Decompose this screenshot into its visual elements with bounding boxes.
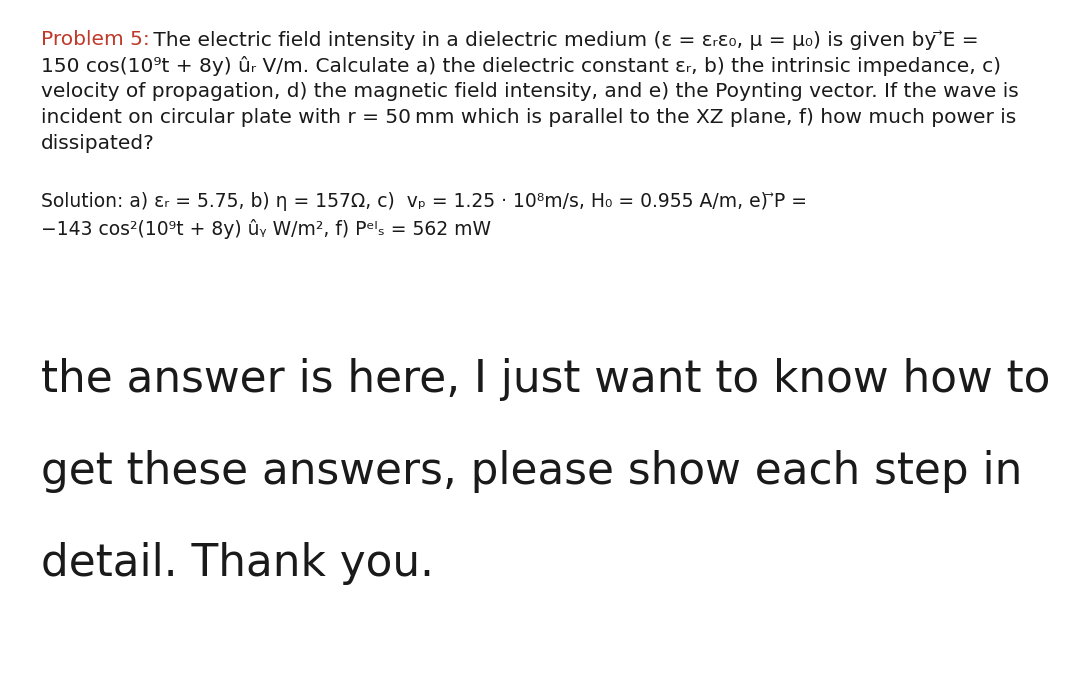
Text: −143 cos²(10⁹t + 8y) ûᵧ W/m², f) Pᵉᴵₛ = 562 mW: −143 cos²(10⁹t + 8y) ûᵧ W/m², f) Pᵉᴵₛ = … <box>41 219 491 239</box>
Text: Problem 5:: Problem 5: <box>41 30 150 49</box>
Text: The electric field intensity in a dielectric medium (ε = εᵣε₀, μ = μ₀) is given : The electric field intensity in a dielec… <box>147 30 978 49</box>
Text: velocity of propagation, d) the magnetic field intensity, and e) the Poynting ve: velocity of propagation, d) the magnetic… <box>41 82 1018 101</box>
Text: detail. Thank you.: detail. Thank you. <box>41 542 434 585</box>
Text: dissipated?: dissipated? <box>41 134 154 153</box>
Text: Solution: a) εᵣ = 5.75, b) η = 157Ω, c)  vₚ = 1.25 · 10⁸m/s, H₀ = 0.955 A/m, e) : Solution: a) εᵣ = 5.75, b) η = 157Ω, c) … <box>41 192 807 211</box>
Text: the answer is here, I just want to know how to: the answer is here, I just want to know … <box>41 358 1051 401</box>
Text: 150 cos(10⁹t + 8y) ûᵣ V/m. Calculate a) the dielectric constant εᵣ, b) the intri: 150 cos(10⁹t + 8y) ûᵣ V/m. Calculate a) … <box>41 56 1001 76</box>
Text: incident on circular plate with r = 50 mm which is parallel to the XZ plane, f) : incident on circular plate with r = 50 m… <box>41 108 1016 127</box>
Text: get these answers, please show each step in: get these answers, please show each step… <box>41 450 1023 493</box>
